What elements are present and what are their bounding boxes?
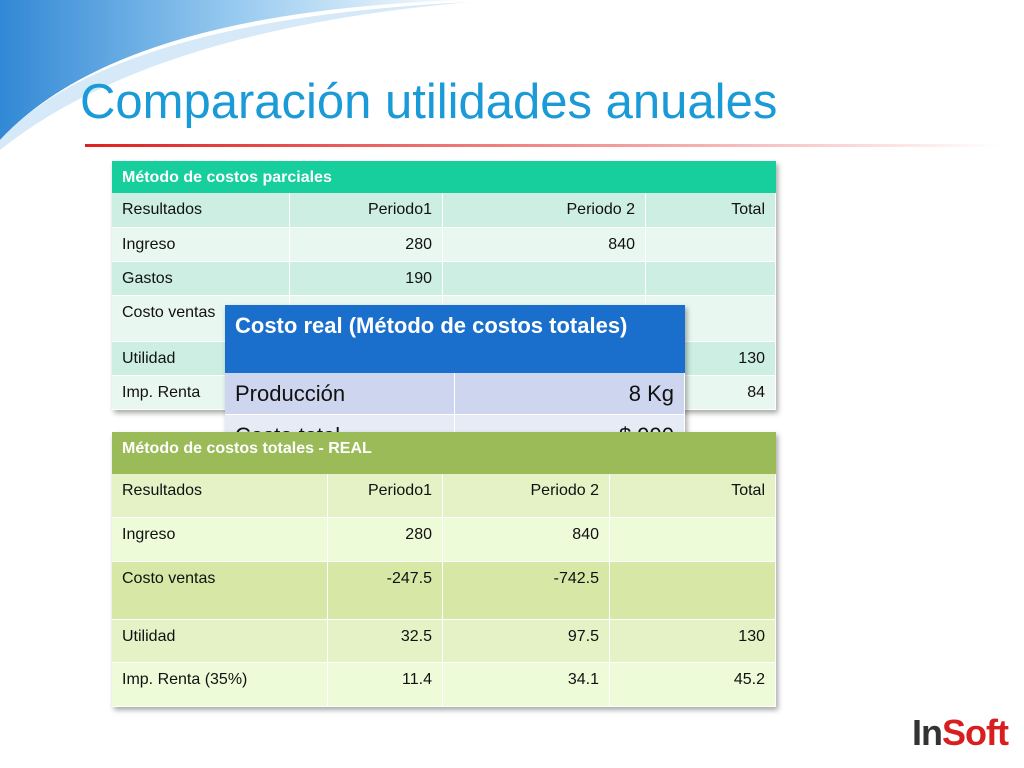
- table-cell: Costo ventas: [112, 562, 328, 620]
- table-header: Método de costos totales - REAL: [112, 432, 776, 474]
- table-cell: 280: [328, 518, 443, 562]
- table-cell: 280: [290, 228, 443, 262]
- table-cell: Ingreso: [112, 228, 290, 262]
- table-cell: Utilidad: [112, 620, 328, 663]
- logo-in: In: [912, 712, 943, 753]
- table-cell: [646, 262, 776, 296]
- decoration: [0, 0, 1000, 150]
- table-cell: [443, 262, 646, 296]
- table-cell: Periodo 2: [443, 193, 646, 228]
- table-cell: 34.1: [443, 663, 610, 707]
- table-cell: Resultados: [112, 193, 290, 228]
- table-cell: 45.2: [610, 663, 776, 707]
- table-cell: Total: [646, 193, 776, 228]
- table-cell: 32.5: [328, 620, 443, 663]
- table-cell: Gastos: [112, 262, 290, 296]
- table-cell: 190: [290, 262, 443, 296]
- table-cell: 840: [443, 518, 610, 562]
- table-cell: 97.5: [443, 620, 610, 663]
- table-cell: 11.4: [328, 663, 443, 707]
- table-cell: -247.5: [328, 562, 443, 620]
- table-cell: Ingreso: [112, 518, 328, 562]
- table-cell: 130: [610, 620, 776, 663]
- table-cell: [646, 228, 776, 262]
- table: Método de costos totales - REAL Resultado…: [112, 432, 776, 707]
- table-header: Método de costos parciales: [112, 161, 776, 193]
- table-cell: [610, 562, 776, 620]
- table-cell: Periodo1: [328, 474, 443, 518]
- table-cell: Total: [610, 474, 776, 518]
- table-cell: Resultados: [112, 474, 328, 518]
- table-cell: Producción: [225, 373, 455, 415]
- table-header: Costo real (Método de costos totales): [225, 305, 685, 373]
- table-cell: Imp. Renta (35%): [112, 663, 328, 707]
- table-cell: [610, 518, 776, 562]
- logo-soft: Soft: [942, 712, 1009, 753]
- table-cell: Periodo 2: [443, 474, 610, 518]
- logo: InSoft: [912, 712, 1009, 754]
- table-cell: Periodo1: [290, 193, 443, 228]
- table-cell: -742.5: [443, 562, 610, 620]
- table-cell: 8 Kg: [455, 373, 685, 415]
- slide-title: Comparación utilidades anuales: [80, 75, 778, 129]
- table-cell: 840: [443, 228, 646, 262]
